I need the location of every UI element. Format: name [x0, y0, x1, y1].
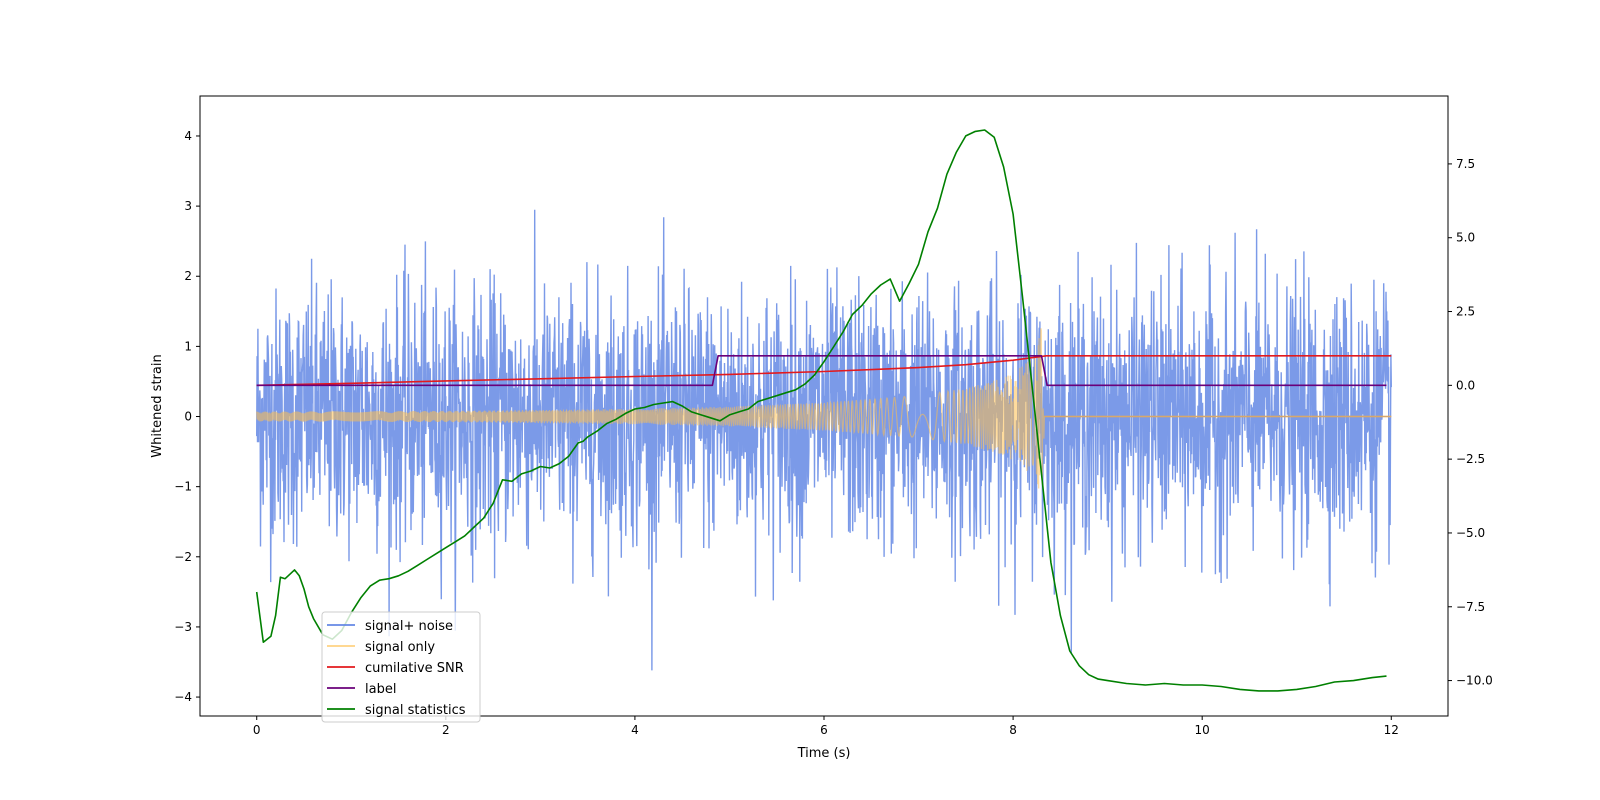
legend-label: signal statistics	[365, 703, 466, 718]
legend-label: signal+ noise	[365, 619, 453, 634]
y2-tick-label: 0.0	[1456, 378, 1475, 392]
y-tick-label: −3	[174, 620, 192, 634]
series-signal-only	[256, 328, 1392, 489]
right-axis-series	[255, 129, 1392, 692]
y-tick-label: 3	[184, 199, 192, 213]
x-tick-label: 6	[820, 723, 828, 737]
y2-tick-label: −7.5	[1456, 600, 1485, 614]
y-tick-label: 1	[184, 339, 192, 353]
x-axis-label: Time (s)	[797, 746, 851, 761]
y2-tick-label: −2.5	[1456, 452, 1485, 466]
y-axis-right: −10.0 −7.5 −5.0 −2.5 0.0 2.5 5.0 7.5	[1448, 157, 1493, 688]
y-tick-label: 0	[184, 410, 192, 424]
legend-label: label	[365, 682, 396, 697]
y-tick-label: −4	[174, 690, 192, 704]
x-tick-label: 8	[1009, 723, 1017, 737]
legend-label: signal only	[365, 640, 435, 655]
series-cumilative-snr-line	[256, 355, 1392, 387]
y2-tick-label: −10.0	[1456, 674, 1493, 688]
y2-tick-label: 2.5	[1456, 305, 1475, 319]
x-tick-label: 10	[1195, 723, 1210, 737]
series-signal-noise	[256, 209, 1392, 671]
y-tick-label: −2	[174, 550, 192, 564]
y-tick-label: 2	[184, 269, 192, 283]
legend-box	[321, 611, 481, 723]
y-tick-label: 4	[184, 129, 192, 143]
y-tick-label: −1	[174, 480, 192, 494]
legend: signal+ noise signal only cumilative SNR la…	[321, 611, 481, 723]
signal-noise-line	[256, 209, 1392, 671]
series-label-line	[256, 355, 1387, 387]
series-signal-statistics-line	[255, 129, 1387, 692]
x-tick-label: 12	[1384, 723, 1399, 737]
y-axis-left: −4 −3 −2 −1 0 1 2 3 4	[174, 129, 200, 704]
y2-tick-label: −5.0	[1456, 526, 1485, 540]
x-tick-label: 4	[631, 723, 639, 737]
y-axis-label: Whitened strain	[150, 354, 165, 457]
y2-tick-label: 5.0	[1456, 231, 1475, 245]
x-tick-label: 2	[442, 723, 450, 737]
legend-label: cumilative SNR	[365, 661, 464, 676]
x-tick-label: 0	[253, 723, 261, 737]
y2-tick-label: 7.5	[1456, 157, 1475, 171]
